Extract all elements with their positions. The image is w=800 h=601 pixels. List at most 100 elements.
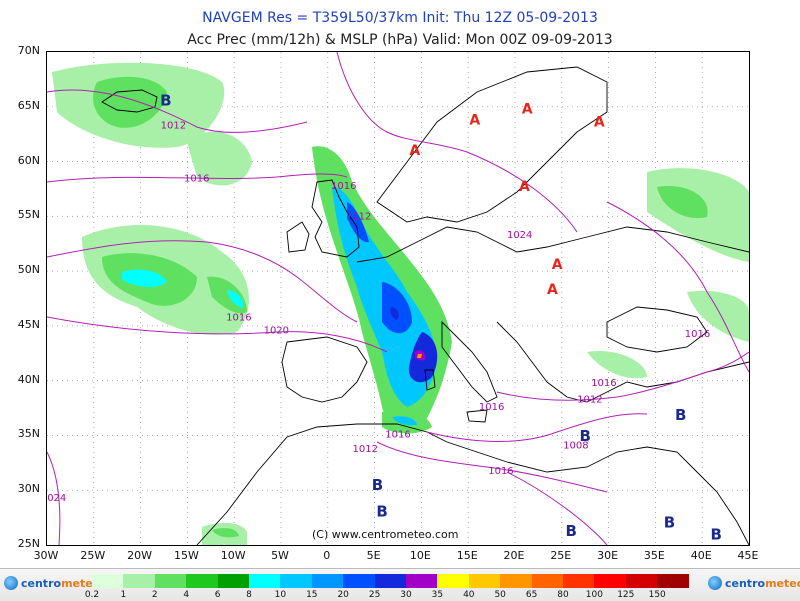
high-pressure-marker: A: [547, 282, 558, 298]
legend-level-label: 35: [431, 590, 444, 600]
isobar-label: 1016: [385, 430, 410, 441]
logo-text-meteo: meteo: [765, 576, 800, 590]
legend-swatch: [249, 574, 281, 588]
legend-level-label: 40: [463, 590, 475, 600]
legend-level-label: 20: [337, 590, 349, 600]
legend-swatch: [563, 574, 595, 588]
isobar: [496, 351, 749, 401]
isobar: [376, 441, 608, 493]
precipitation-field: [52, 62, 749, 545]
legend-swatch: [657, 574, 689, 588]
precip-area: [390, 307, 399, 320]
britain-coast: [311, 179, 360, 258]
isobar: [426, 413, 648, 442]
longitude-label: 30W: [33, 549, 59, 562]
legend-swatch: [374, 574, 406, 588]
pressure-labels: 1012 1016 1016 1012 1024 1016 1020 1016 1016 1012…: [47, 121, 710, 504]
low-pressure-marker: B: [160, 92, 171, 110]
globe-icon: [4, 576, 18, 590]
sardinia-coast: [424, 369, 436, 391]
isobar-label: 1016: [685, 329, 710, 340]
isobar-label: 1020: [264, 326, 289, 337]
isobar-label: 1016: [488, 466, 513, 477]
precip-area: [347, 202, 369, 243]
longitude-label: 5W: [271, 549, 289, 562]
precip-area: [227, 290, 244, 308]
globe-icon: [708, 576, 722, 590]
longitude-label: 30E: [597, 549, 619, 562]
italy-coast: [441, 320, 498, 403]
isobar: [606, 201, 749, 373]
legend-swatch: [468, 574, 501, 588]
legend-swatch: [500, 574, 532, 588]
legend-swatch: [154, 574, 187, 588]
legend-level-label: 125: [617, 590, 635, 600]
logo-text-meteo: meteo: [61, 576, 101, 590]
legend-swatch: [217, 574, 249, 588]
low-pressure-marker: B: [675, 406, 686, 424]
isobars: [47, 52, 749, 545]
longitude-label: 20W: [127, 549, 153, 562]
legend-level-label: 25: [368, 590, 381, 600]
longitude-label: 40E: [690, 549, 712, 562]
longitude-label: 25W: [80, 549, 106, 562]
legend-level-label: 15: [306, 590, 318, 600]
isobar: [47, 173, 348, 183]
legend-swatch: [123, 574, 155, 588]
legend-level-label: 1: [120, 590, 127, 600]
legend-level-label: 150: [648, 590, 666, 600]
latitude-label: 45N: [17, 317, 40, 331]
latitude-label: 25N: [17, 537, 40, 550]
high-pressure-marker: A: [522, 101, 533, 117]
low-pressure-marker: B: [372, 476, 383, 494]
latitude-label: 30N: [17, 482, 40, 496]
legend-swatch: [343, 574, 375, 588]
legend-swatch: [186, 574, 218, 588]
legend-swatch: [531, 574, 563, 588]
longitude-label: 25E: [550, 549, 572, 562]
high-pressure-marker: A: [469, 112, 480, 128]
isobar: [47, 89, 308, 133]
isobar-label: 1016: [479, 402, 504, 413]
isobar-label: 1012: [346, 212, 371, 223]
africa-coast: [196, 423, 749, 545]
ireland-coast: [286, 221, 310, 253]
high-pressure-marker: A: [552, 257, 563, 273]
isobar-label: 1016: [184, 173, 209, 184]
longitude-label: 10E: [409, 549, 431, 562]
legend-level-label: 2: [151, 590, 158, 600]
centrometeo-logo-right[interactable]: centro meteo: [708, 575, 800, 591]
low-pressure-marker: B: [579, 427, 590, 445]
precip-area: [382, 282, 412, 334]
longitude-label: 35E: [643, 549, 665, 562]
product-title: Acc Prec (mm/12h) & MSLP (hPa) Valid: Mo…: [187, 32, 613, 48]
high-pressure-marker: A: [409, 143, 420, 159]
legend-level-label: 6: [214, 590, 221, 600]
precip-area: [657, 186, 708, 219]
precip-area: [417, 354, 422, 358]
latitude-label: 35N: [17, 427, 40, 441]
isobar: [47, 316, 388, 353]
isobar-label: 1016: [591, 378, 616, 389]
isobar-label: 1016: [226, 312, 251, 323]
longitude-label: 0: [323, 549, 331, 562]
high-pressure-marker: A: [594, 114, 605, 130]
precip-area: [687, 290, 749, 342]
weather-map: 1012 1016 1016 1012 1024 1016 1020 1016 1016 1012…: [46, 51, 750, 546]
isobar: [336, 52, 578, 233]
legend-level-label: 100: [585, 590, 603, 600]
legend-swatch: [92, 574, 124, 588]
longitude-label: 15E: [456, 549, 478, 562]
legend-swatch: [280, 574, 312, 588]
isobar-label: 1012: [577, 395, 602, 406]
legend-level-label: 8: [246, 590, 252, 600]
low-pressure-marker: B: [711, 526, 722, 544]
legend-swatch: [594, 574, 626, 588]
isobar-label: 1024: [507, 230, 532, 241]
centrometeo-logo-left[interactable]: centro meteo: [4, 575, 100, 591]
longitude-label: 5E: [366, 549, 381, 562]
map-canvas: 1012 1016 1016 1012 1024 1016 1020 1016 1016 1012…: [47, 52, 749, 545]
low-pressure-marker: B: [664, 513, 675, 531]
isobar-label: 1012: [161, 121, 186, 132]
legend-swatch: [625, 574, 658, 588]
